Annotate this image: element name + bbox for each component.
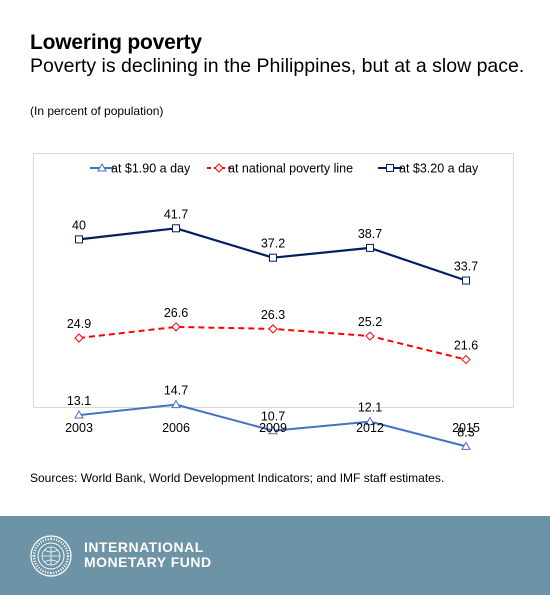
data-point — [75, 235, 83, 244]
data-label: 40 — [72, 218, 86, 232]
data-point — [268, 324, 278, 334]
data-point — [365, 331, 375, 341]
unit-note: (In percent of population) — [30, 104, 164, 118]
legend-label: at national poverty line — [228, 162, 353, 176]
org-name-line2: MONETARY FUND — [84, 554, 212, 570]
org-name-line1: INTERNATIONAL — [84, 539, 204, 555]
data-label: 26.6 — [164, 306, 188, 320]
data-label: 37.2 — [261, 237, 285, 251]
x-tick-label: 2006 — [162, 421, 190, 435]
chart-title: Lowering poverty — [30, 31, 202, 54]
data-label: 21.6 — [454, 339, 478, 353]
data-point — [268, 425, 278, 435]
org-name: INTERNATIONAL MONETARY FUND — [84, 540, 212, 570]
legend-marker — [214, 163, 224, 173]
x-tick-label: 2015 — [452, 421, 480, 435]
data-point — [462, 276, 470, 285]
data-label: 14.7 — [164, 384, 188, 398]
data-label: 25.2 — [358, 315, 382, 329]
legend-marker — [97, 162, 107, 172]
x-tick-label: 2009 — [259, 421, 287, 435]
x-tick-label: 2012 — [356, 421, 384, 435]
imf-seal-icon — [30, 535, 72, 577]
data-point — [172, 224, 180, 233]
data-label: 12.1 — [358, 401, 382, 415]
chart-subtitle: Poverty is declining in the Philippines,… — [30, 55, 525, 77]
data-point — [461, 441, 471, 450]
line-chart: 13.1 14.7 10.7 12.1 8.3 24.9 26.6 26.3 25.2 21.6 4… — [65, 162, 480, 450]
chart-area — [33, 153, 514, 408]
legend-label: at $3.20 a day — [399, 162, 479, 176]
legend-label: at $1.90 a day — [111, 162, 191, 176]
data-point — [171, 399, 181, 409]
data-label: 13.1 — [67, 394, 91, 408]
data-label: 8.3 — [457, 425, 474, 439]
legend-marker — [386, 164, 394, 172]
data-point — [365, 416, 375, 426]
data-label: 10.7 — [261, 410, 285, 424]
data-label: 33.7 — [454, 260, 478, 274]
data-label: 26.3 — [261, 308, 285, 322]
data-label: 24.9 — [67, 317, 91, 331]
data-point — [269, 253, 277, 262]
data-point — [366, 243, 374, 252]
data-point — [461, 354, 471, 365]
data-point — [74, 333, 84, 343]
data-label: 38.7 — [358, 227, 382, 241]
source-note: Sources: World Bank, World Development I… — [30, 471, 445, 485]
data-point — [74, 410, 84, 419]
x-tick-label: 2003 — [65, 421, 93, 435]
footer-bar: INTERNATIONAL MONETARY FUND — [0, 516, 550, 595]
data-point — [171, 322, 181, 332]
data-label: 41.7 — [164, 207, 188, 221]
